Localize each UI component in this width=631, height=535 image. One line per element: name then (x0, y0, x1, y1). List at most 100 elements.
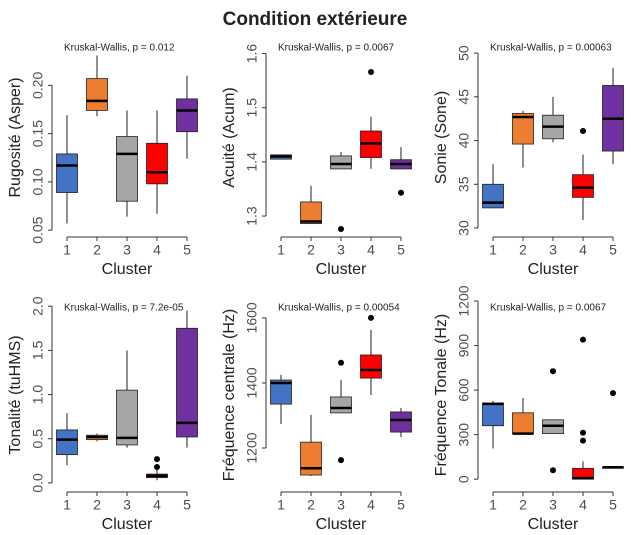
x-tick-label: 1 (63, 242, 71, 258)
box (300, 201, 322, 225)
y-tick-label: 1200 (456, 285, 472, 316)
box (116, 389, 138, 446)
x-axis-title: Cluster (316, 261, 367, 278)
box (146, 142, 168, 185)
outlier (610, 390, 616, 397)
x-tick-label: 3 (549, 242, 557, 258)
y-tick-label: 0.0 (30, 473, 46, 493)
y-axis-title: Fréquence centrale (Hz) (221, 309, 238, 482)
box (330, 396, 352, 414)
x-tick-label: 3 (123, 242, 131, 258)
box (512, 412, 534, 434)
box (572, 174, 594, 198)
outlier (580, 336, 586, 343)
x-tick-label: 4 (367, 242, 375, 258)
y-tick-label: 0.5 (30, 429, 46, 449)
y-tick-label: 35 (456, 176, 472, 192)
panel: 0.05 0.10 0.15 0.20 1 2 3 4 5 Cluster Rugosité (As… (7, 43, 198, 278)
x-tick-label: 4 (153, 242, 161, 258)
x-tick-label: 3 (337, 497, 345, 513)
y-tick-label: 50 (456, 45, 472, 61)
y-tick-label: 0.05 (30, 216, 46, 243)
outlier (580, 127, 586, 134)
outlier (368, 314, 374, 321)
outlier (338, 457, 344, 464)
x-tick-label: 5 (397, 242, 405, 258)
chart-title: Condition extérieure (223, 9, 408, 30)
box (512, 113, 534, 145)
annotation: Kruskal-Wallis, p = 7.2e-05 (64, 303, 184, 314)
box (176, 327, 198, 438)
x-axis-title: Cluster (528, 261, 579, 278)
box (482, 402, 504, 427)
x-tick-label: 2 (307, 497, 315, 513)
x-axis-title: Cluster (102, 261, 153, 278)
annotation: Kruskal-Wallis, p = 0.0067 (490, 303, 607, 314)
box (270, 379, 292, 405)
x-tick-label: 1 (277, 242, 285, 258)
outlier (550, 368, 556, 375)
box (482, 183, 504, 209)
x-tick-label: 3 (549, 497, 557, 513)
outlier (368, 68, 374, 75)
y-tick-label: 1400 (244, 367, 260, 398)
box (360, 354, 382, 379)
annotation: Kruskal-Wallis, p = 0.00054 (278, 303, 400, 314)
box (56, 153, 78, 193)
y-tick-label: 900 (456, 334, 472, 358)
x-tick-label: 1 (489, 242, 497, 258)
x-tick-label: 2 (93, 242, 101, 258)
y-tick-label: 1.4 (244, 152, 260, 172)
y-tick-label: 1.6 (244, 44, 260, 64)
outlier (580, 429, 586, 436)
y-tick-label: 0.10 (30, 168, 46, 195)
y-tick-label: 1.5 (244, 98, 260, 118)
y-axis-title: Fréquence Tonale (Hz) (433, 314, 450, 476)
x-axis-title: Cluster (528, 516, 579, 533)
y-tick-label: 600 (456, 378, 472, 402)
outlier (580, 437, 586, 444)
y-tick-label: 2.0 (30, 296, 46, 316)
x-tick-label: 1 (489, 497, 497, 513)
box (116, 136, 138, 202)
outlier (338, 359, 344, 366)
x-tick-label: 5 (397, 497, 405, 513)
x-tick-label: 2 (93, 497, 101, 513)
panel: 0.0 0.5 1.0 1.5 2.0 1 2 3 4 5 Cluster Tonalité (tuH… (7, 296, 198, 533)
y-axis-title: Sonie (Sone) (433, 91, 450, 184)
y-tick-label: 30 (456, 220, 472, 236)
x-tick-label: 4 (367, 497, 375, 513)
y-tick-label: 300 (456, 423, 472, 447)
y-tick-label: 0 (456, 475, 472, 483)
y-tick-label: 45 (456, 89, 472, 105)
y-tick-label: 1200 (244, 432, 260, 463)
box (390, 411, 412, 433)
outlier (398, 189, 404, 196)
x-tick-label: 5 (183, 497, 191, 513)
y-tick-label: 1600 (244, 302, 260, 333)
x-tick-label: 5 (183, 242, 191, 258)
box (176, 98, 198, 133)
x-tick-label: 2 (519, 242, 527, 258)
y-tick-label: 40 (456, 133, 472, 149)
x-tick-label: 4 (153, 497, 161, 513)
outlier (338, 226, 344, 233)
outlier (550, 467, 556, 474)
x-axis-title: Cluster (102, 516, 153, 533)
annotation: Kruskal-Wallis, p = 0.0067 (278, 43, 395, 54)
outlier (154, 464, 160, 471)
x-tick-label: 3 (123, 497, 131, 513)
x-tick-label: 4 (579, 242, 587, 258)
x-tick-label: 5 (609, 242, 617, 258)
y-axis-title: Rugosité (Asper) (7, 77, 24, 197)
y-tick-label: 1.3 (244, 206, 260, 226)
x-tick-label: 1 (63, 497, 71, 513)
x-tick-label: 1 (277, 497, 285, 513)
y-tick-label: 0.20 (30, 72, 46, 99)
y-tick-label: 1.5 (30, 340, 46, 360)
y-tick-label: 1.0 (30, 385, 46, 405)
x-tick-label: 4 (579, 497, 587, 513)
panel: 1.3 1.4 1.5 1.6 1 2 3 4 5 Cluster Acuité (Acum) Kru… (221, 43, 412, 278)
y-axis-title: Acuité (Acum) (221, 87, 238, 187)
